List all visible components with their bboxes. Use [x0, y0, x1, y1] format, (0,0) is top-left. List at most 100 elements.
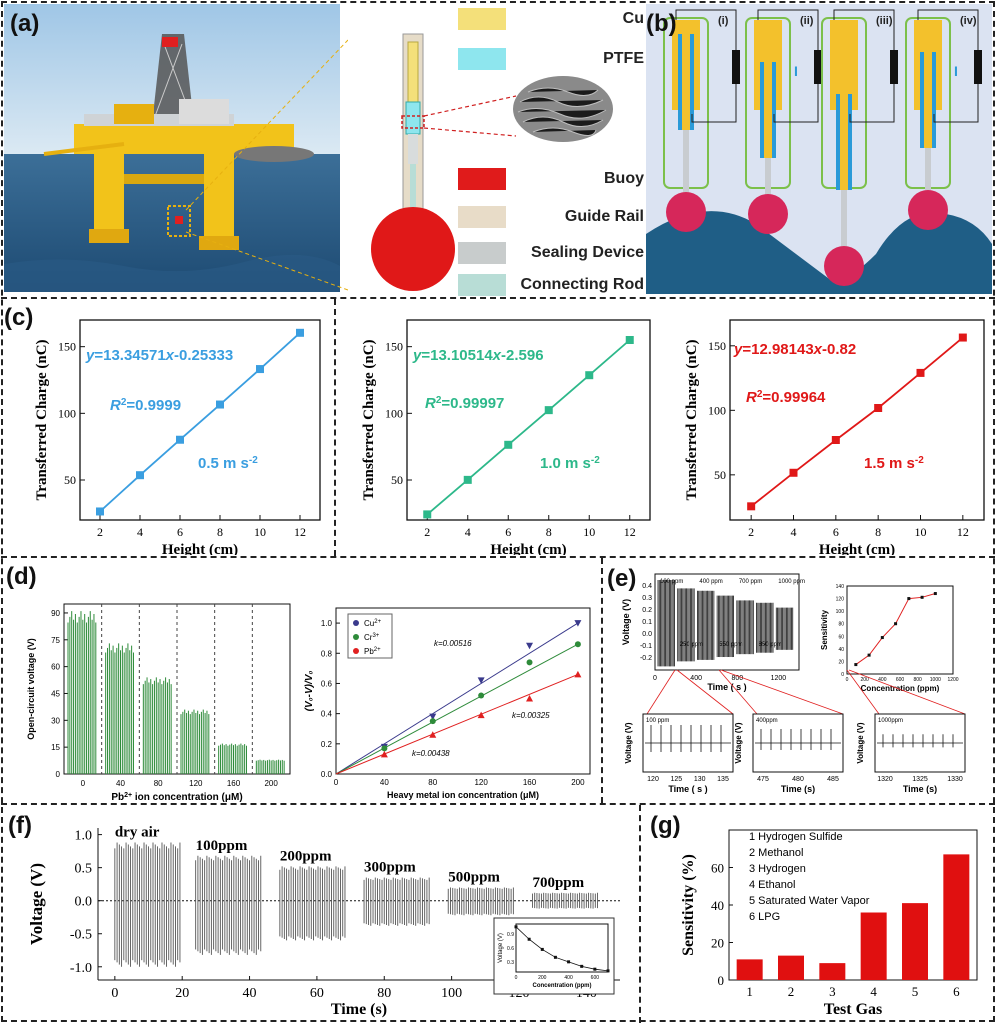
- data-point: [585, 371, 594, 380]
- fit-line: [99, 332, 301, 513]
- gas-list-item: 5 Saturated Water Vapor: [749, 895, 870, 907]
- y-axis-label: Sensitivity (%): [680, 854, 697, 956]
- segment-label: dry air: [115, 825, 160, 841]
- segment-0: [114, 842, 181, 967]
- data-point: [544, 406, 553, 415]
- trend-line: [335, 673, 579, 775]
- y-tick-label: -0.2: [640, 655, 652, 662]
- stage-label: (i): [718, 15, 729, 27]
- divider-row2: [1, 556, 995, 558]
- data-point: [574, 620, 582, 627]
- segment-5: [756, 602, 774, 653]
- segment-label: 100ppm: [196, 838, 248, 854]
- bar: [902, 903, 928, 980]
- slope-label: k=0.00438: [412, 749, 450, 758]
- segment-0: [657, 580, 675, 667]
- zoom-tag: 100 ppm: [646, 718, 669, 724]
- stage-2: (ii) I: [745, 9, 822, 234]
- data-point: [514, 925, 518, 929]
- legend-swatch: [458, 168, 506, 190]
- x-tick-label: 10: [915, 525, 927, 539]
- y-tick-label: 0: [841, 672, 844, 678]
- cu-core: [764, 62, 772, 158]
- y-tick-label: 100: [385, 406, 403, 420]
- data-point: [916, 368, 925, 377]
- x-tick-label: 100: [441, 986, 462, 1001]
- y-tick-label: 40: [838, 647, 844, 653]
- data-point: [526, 659, 533, 666]
- y-axis-label: Voltage (V): [498, 933, 504, 963]
- y-axis-label: Voltage (V): [621, 599, 631, 645]
- x-tick-label: 0: [81, 779, 86, 788]
- stage-label: (iii): [876, 15, 893, 27]
- zoom-connector: [718, 669, 758, 715]
- x-tick-label: 6: [505, 525, 511, 539]
- x-axis-label: Time (s): [781, 784, 815, 794]
- data-point: [96, 507, 104, 516]
- x-axis-label: Concentration (ppm): [861, 684, 940, 693]
- x-tick-label: 0: [515, 975, 518, 981]
- x-axis-label: Height (cm): [162, 542, 238, 555]
- acceleration-label: 0.5 m s-2: [198, 455, 258, 473]
- divider-fg: [639, 805, 641, 1023]
- x-tick-label: 2: [788, 984, 795, 999]
- fit-equation: y=13.34571x-0.25333: [85, 347, 233, 364]
- data-point: [789, 468, 798, 477]
- y-tick-label: 50: [64, 473, 76, 487]
- legend-item-connecting-rod: Connecting Rod: [458, 274, 648, 296]
- x-tick-label: 800: [731, 675, 743, 682]
- legend-item-guide-rail: Guide Rail: [458, 206, 648, 228]
- zoom-connector: [676, 669, 734, 715]
- panel-label-b: (b): [646, 10, 677, 37]
- y-tick-label: 1.0: [75, 829, 93, 844]
- x-tick-label: 485: [827, 776, 839, 783]
- data-point: [526, 642, 534, 650]
- x-tick-label: 120: [647, 776, 659, 783]
- oil-platform-illustration: [4, 4, 340, 292]
- data-point: [894, 622, 898, 626]
- x-tick-label: 1320: [877, 776, 893, 783]
- bar: [778, 955, 804, 980]
- y-tick-label: 60: [711, 861, 724, 876]
- y-tick-label: 15: [51, 743, 60, 752]
- x-tick-label: 80: [428, 778, 437, 787]
- trend-line: [335, 622, 579, 775]
- y-tick-label: 0.6: [321, 679, 333, 688]
- connecting-rod: [925, 148, 931, 210]
- y-tick-label: 150: [385, 340, 403, 354]
- inset-frame: [846, 585, 954, 675]
- y-tick-label: 80: [838, 622, 844, 628]
- y-tick-label: 0.6: [507, 946, 514, 952]
- x-tick-label: 80: [154, 779, 163, 788]
- signal-group-80: [142, 677, 172, 774]
- load-resistor: [890, 50, 898, 84]
- y-tick-label: 40: [711, 898, 724, 913]
- plot-frame: [406, 319, 651, 521]
- legend-label: Connecting Rod: [520, 276, 644, 293]
- fit-equation: y=12.98143x-0.82: [733, 341, 856, 358]
- segment-label: 850 ppm: [759, 642, 782, 648]
- x-tick-label: 400: [690, 675, 702, 682]
- fit-line: [750, 336, 964, 508]
- x-tick-label: 600: [591, 975, 600, 981]
- x-tick-label: 1325: [912, 776, 928, 783]
- chart-c1: 2 4 6 8 10 12 50 100 150 Height (cm) Transferred C…: [34, 319, 321, 555]
- y-tick-label: 0.4: [642, 583, 652, 590]
- gas-list-item: 6 LPG: [749, 911, 780, 923]
- data-point: [567, 960, 571, 964]
- y-axis-label: Voltage (V): [624, 722, 633, 764]
- data-point: [540, 947, 544, 951]
- legend-swatch: [458, 206, 506, 228]
- legend-box: [347, 613, 393, 659]
- inset-curve: [515, 926, 609, 972]
- data-point: [593, 967, 597, 971]
- y-tick-label: 20: [711, 936, 724, 951]
- data-point: [880, 636, 884, 640]
- x-tick-label: 0: [653, 675, 657, 682]
- x-tick-label: 10: [583, 525, 595, 539]
- current-symbol: I: [794, 63, 798, 79]
- fit-equation: y=13.10514x-2.596: [412, 347, 544, 364]
- legend-label: Pb2+: [364, 647, 381, 656]
- panel-a-photo: [4, 4, 340, 292]
- x-tick-label: 475: [757, 776, 769, 783]
